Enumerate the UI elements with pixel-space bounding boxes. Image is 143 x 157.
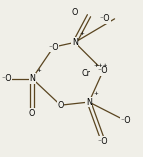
Text: Cr: Cr bbox=[82, 69, 91, 78]
Text: ⁻O: ⁻O bbox=[48, 43, 59, 52]
Text: ⁻O: ⁻O bbox=[98, 66, 109, 75]
Text: +++: +++ bbox=[94, 63, 108, 68]
Text: +: + bbox=[94, 91, 98, 96]
Text: ⁻O: ⁻O bbox=[99, 14, 110, 23]
Text: N: N bbox=[29, 74, 35, 83]
Text: O: O bbox=[57, 101, 64, 110]
Text: +: + bbox=[37, 68, 42, 73]
Text: ⁻O: ⁻O bbox=[121, 116, 131, 125]
Text: N: N bbox=[86, 97, 92, 107]
Text: N: N bbox=[72, 38, 78, 47]
Text: ⁻O: ⁻O bbox=[1, 74, 12, 83]
Text: O: O bbox=[29, 108, 35, 118]
Text: +: + bbox=[79, 31, 84, 36]
Text: ⁻O: ⁻O bbox=[98, 137, 109, 146]
Text: O: O bbox=[72, 8, 78, 17]
